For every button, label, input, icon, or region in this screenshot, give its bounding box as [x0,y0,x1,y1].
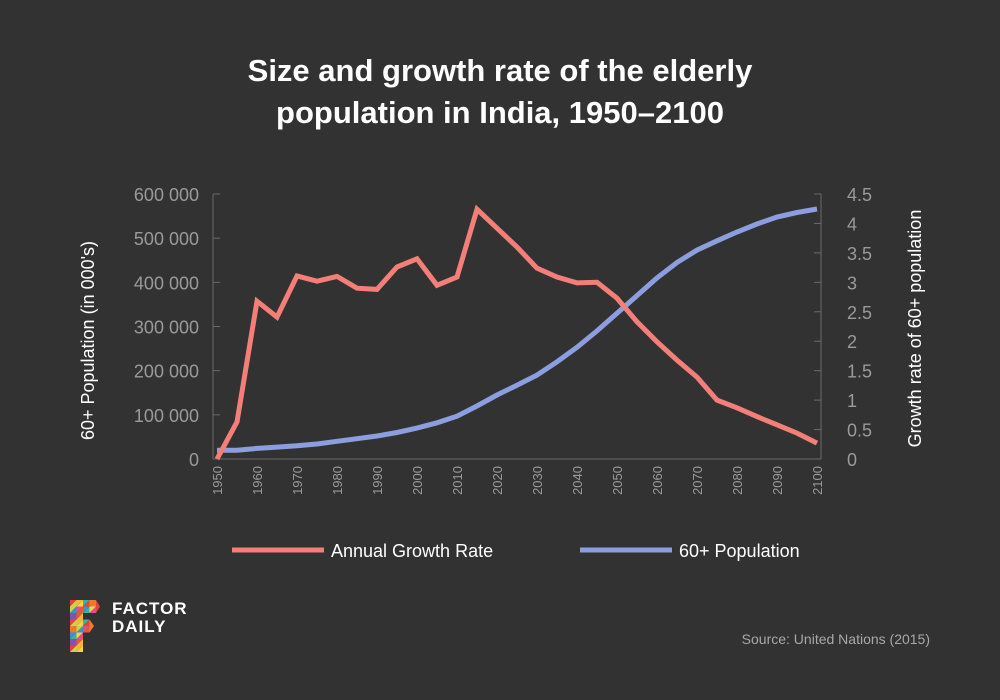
logo-tile [96,600,100,613]
x-tick-label: 2070 [690,466,705,495]
logo-tile [70,619,77,626]
chart-title: Size and growth rate of the elderly popu… [0,50,1000,134]
x-tick-label: 1970 [290,466,305,495]
logo-tile [70,626,77,633]
right-tick-label: 3.5 [847,244,872,264]
left-tick-label: 200 000 [134,362,199,382]
x-tick-label: 2010 [450,466,465,495]
right-tick-label: 0.5 [847,421,872,441]
logo-tile [76,606,83,613]
legend-growth-rate: Annual Growth Rate [232,541,493,561]
right-tick-label: 1.5 [847,362,872,382]
logo-tile [70,632,77,639]
right-tick-label: 4.5 [847,185,872,205]
logo-text-line1: FACTOR [112,599,188,618]
logo-tile [89,600,96,607]
x-tick-label: 2080 [730,466,745,495]
x-tick-label: 1960 [250,466,265,495]
logo-tile [89,606,96,613]
population-series-line [217,206,818,453]
logo-tile [70,606,77,613]
x-tick-label: 1990 [370,466,385,495]
left-tick-label: 300 000 [134,318,199,338]
logo-tile [83,600,90,607]
logo-tile [70,600,77,607]
left-tick-label: 500 000 [134,229,199,249]
right-tick-label: 0 [847,450,857,470]
logo-text-line2: DAILY [112,617,167,636]
logo-tile [70,645,77,652]
x-tick-label: 2030 [530,466,545,495]
left-tick-label: 0 [189,450,199,470]
series-lines [214,204,819,461]
logo-tile [70,613,77,620]
logo-tile [76,619,83,626]
x-tick-label: 2040 [570,466,585,495]
right-tick-label: 2 [847,332,857,352]
left-tick-label: 600 000 [134,185,199,205]
logo-tile [89,619,94,633]
right-axis-title: Growth rate of 60+ population [905,210,925,448]
logo-tile [76,632,83,639]
logo-tile [76,639,83,646]
x-tick-label: 2020 [490,466,505,495]
right-tick-label: 3 [847,273,857,293]
legend: Annual Growth Rate 60+ Population [232,541,800,561]
logo-tile [76,645,83,652]
logo-tile [70,639,77,646]
right-tick-label: 2.5 [847,303,872,323]
x-tick-label: 2100 [810,466,825,495]
right-tick-label: 4 [847,214,857,234]
chart-title-line2: population in India, 1950–2100 [276,95,724,130]
logo-tile [83,619,90,626]
logo-tile [76,600,83,607]
growth-rate-series-line [214,204,819,461]
legend-label: Annual Growth Rate [331,541,493,561]
chart-title-line1: Size and growth rate of the elderly [247,53,753,88]
legend-population: 60+ Population [580,541,800,561]
axes: 0 100 000 200 000 300 000 400 000 500 000 600 … [78,185,925,495]
left-axis-title: 60+ Population (in 000's) [78,241,98,440]
right-tick-label: 1 [847,391,857,411]
logo-tile [83,626,90,633]
left-tick-label: 400 000 [134,273,199,293]
left-tick-label: 100 000 [134,406,199,426]
source-note: Source: United Nations (2015) [741,631,930,647]
logo-tile [83,606,90,613]
x-tick-label: 2090 [770,466,785,495]
legend-label: 60+ Population [679,541,800,561]
x-tick-label: 2050 [610,466,625,495]
factor-daily-logo-icon [70,600,100,652]
logo-tile [76,626,83,633]
x-tick-label: 1980 [330,466,345,495]
x-tick-label: 2000 [410,466,425,495]
x-tick-label: 1950 [210,466,225,495]
logo-wordmark: FACTOR DAILY [112,600,188,636]
x-tick-label: 2060 [650,466,665,495]
logo-tile [76,613,83,620]
